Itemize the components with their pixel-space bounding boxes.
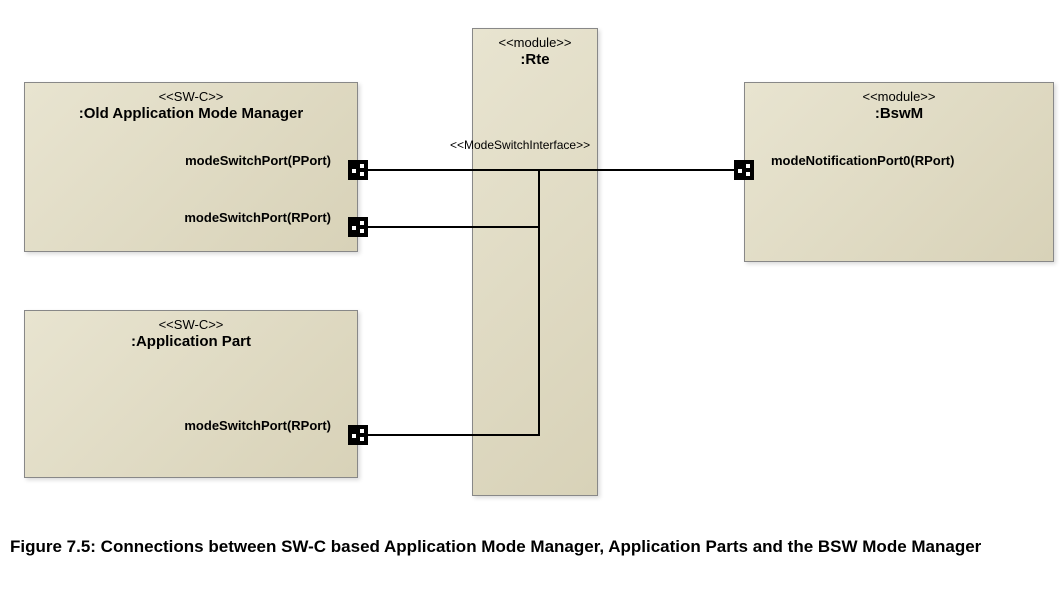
- connector-pport-bswm: [368, 169, 744, 171]
- interface-label: <<ModeSwitchInterface>>: [450, 138, 590, 152]
- port-label-pport: modeSwitchPort(PPort): [185, 153, 331, 168]
- node-apppart-stereotype: <<SW-C>>: [29, 317, 353, 333]
- connector-rport1-bus: [368, 226, 540, 228]
- node-application-part: <<SW-C>> :Application Part modeSwitchPor…: [24, 310, 358, 478]
- node-bswm-header: <<module>> :BswM: [745, 83, 1053, 125]
- node-apppart-header: <<SW-C>> :Application Part: [25, 311, 357, 353]
- node-old-app-mode-manager: <<SW-C>> :Old Application Mode Manager m…: [24, 82, 358, 252]
- uml-diagram: <<module>> :Rte <<ModeSwitchInterface>> …: [10, 10, 1054, 530]
- port-label-modenotif: modeNotificationPort0(RPort): [771, 153, 954, 168]
- node-oamm-name: :Old Application Mode Manager: [29, 105, 353, 123]
- node-rte: <<module>> :Rte: [472, 28, 598, 496]
- port-label-rport2: modeSwitchPort(RPort): [184, 418, 331, 433]
- node-rte-name: :Rte: [477, 51, 593, 69]
- port-label-rport1: modeSwitchPort(RPort): [184, 210, 331, 225]
- port-pport-icon: [348, 160, 368, 180]
- node-bswm-name: :BswM: [749, 105, 1049, 123]
- node-bswm: <<module>> :BswM modeNotificationPort0(R…: [744, 82, 1054, 262]
- node-oamm-stereotype: <<SW-C>>: [29, 89, 353, 105]
- connector-apppart-bus: [368, 434, 540, 436]
- node-oamm-header: <<SW-C>> :Old Application Mode Manager: [25, 83, 357, 125]
- node-bswm-stereotype: <<module>>: [749, 89, 1049, 105]
- figure-caption: Figure 7.5: Connections between SW-C bas…: [10, 536, 1030, 559]
- connector-vertical-bus: [538, 169, 540, 436]
- port-rport1-icon: [348, 217, 368, 237]
- node-apppart-name: :Application Part: [29, 333, 353, 351]
- node-rte-stereotype: <<module>>: [477, 35, 593, 51]
- port-modenotif-icon: [734, 160, 754, 180]
- node-rte-header: <<module>> :Rte: [473, 29, 597, 71]
- port-rport2-icon: [348, 425, 368, 445]
